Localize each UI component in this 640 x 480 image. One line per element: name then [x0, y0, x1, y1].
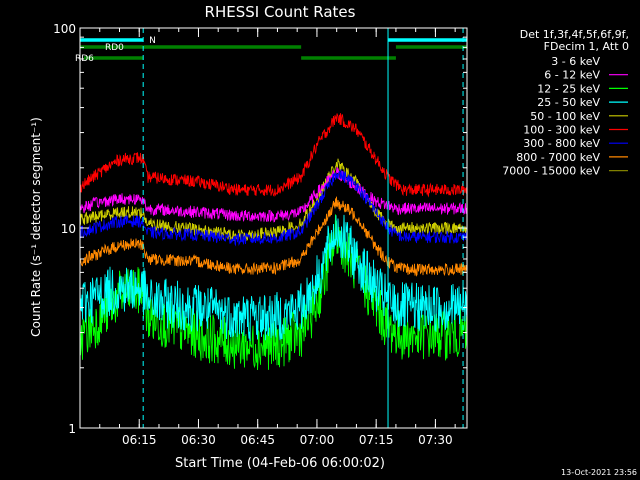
- series-line-1: [80, 167, 467, 223]
- series-layer: [80, 113, 467, 395]
- x-tick-label-3: 07:00: [300, 433, 335, 447]
- y-tick-label-1: 10: [61, 222, 76, 236]
- legend-label-1: 6 - 12 keV: [544, 69, 600, 82]
- x-tick-label-5: 07:30: [418, 433, 453, 447]
- series-line-3: [80, 214, 467, 342]
- series-line-6: [80, 169, 467, 247]
- chart-title: RHESSI Count Rates: [205, 3, 356, 21]
- x-tick-label-0: 06:15: [122, 433, 157, 447]
- night-label-0: N: [149, 36, 156, 46]
- legend-label-0: 3 - 6 keV: [551, 55, 600, 68]
- annotation-layer: N RD0 RD6: [75, 28, 467, 428]
- legend: Det 1f,3f,4f,5f,6f,9f,FDecim 1, Att 0 3 -…: [502, 28, 629, 178]
- x-tick-label-4: 07:15: [359, 433, 394, 447]
- legend-header-1: FDecim 1, Att 0: [544, 40, 629, 53]
- series-line-4: [80, 158, 467, 242]
- attenuator-label-0: RD0: [105, 43, 124, 53]
- y-tick-label-2: 100: [53, 22, 76, 36]
- legend-label-8: 7000 - 15000 keV: [502, 165, 600, 178]
- legend-label-2: 12 - 25 keV: [537, 82, 600, 95]
- x-tick-label-2: 06:45: [240, 433, 275, 447]
- y-axis-label: Count Rate (s⁻¹ detector segment⁻¹): [29, 117, 43, 337]
- series-line-5: [80, 113, 467, 198]
- legend-label-5: 100 - 300 keV: [523, 124, 600, 137]
- x-axis-label: Start Time (04-Feb-06 06:00:02): [175, 456, 385, 471]
- legend-label-4: 50 - 100 keV: [530, 110, 600, 123]
- series-line-7: [80, 196, 467, 277]
- x-tick-label-1: 06:30: [181, 433, 216, 447]
- legend-label-3: 25 - 50 keV: [537, 96, 600, 109]
- legend-header-0: Det 1f,3f,4f,5f,6f,9f,: [520, 28, 629, 41]
- legend-label-7: 800 - 7000 keV: [516, 151, 600, 164]
- y-tick-label-0: 1: [68, 422, 76, 436]
- decimation-label-0: RD6: [75, 54, 94, 64]
- axes-layer: 1 10 100 06:15 06:30 06:45 07:00 07:15 07:30: [53, 22, 467, 447]
- timestamp: 13-Oct-2021 23:56: [561, 468, 637, 477]
- legend-label-6: 300 - 800 keV: [523, 137, 600, 150]
